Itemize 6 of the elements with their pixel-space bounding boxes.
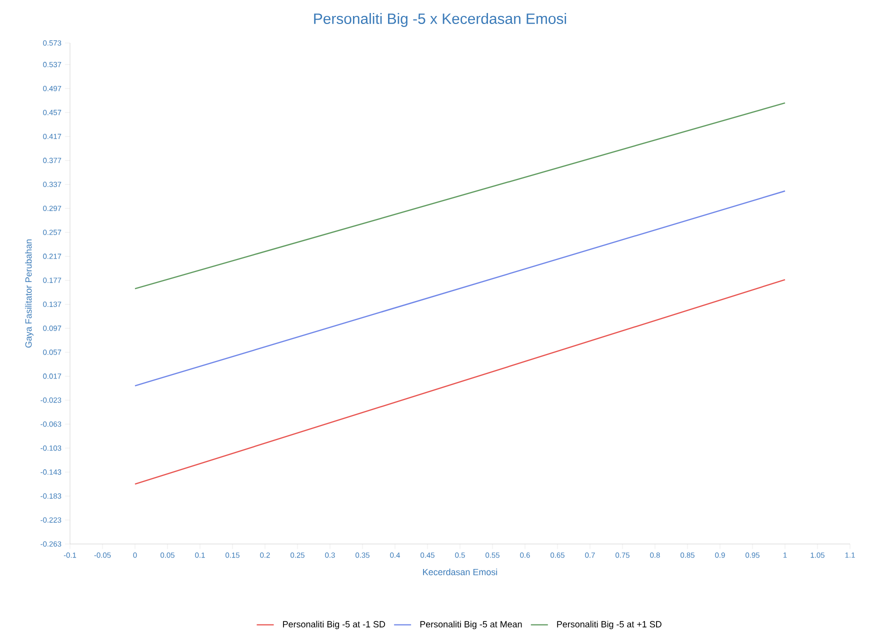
legend-label: Personaliti Big -5 at -1 SD [283,620,386,630]
legend-label: Personaliti Big -5 at Mean [420,620,522,630]
chart-title: Personaliti Big -5 x Kecerdasan Emosi [314,13,566,27]
legend-label: Personaliti Big -5 at +1 SD [557,620,662,630]
x-axis-title: Kecerdasan Emosi [423,568,498,576]
y-axis-title: Gaya Fasilitator Perubahan [25,240,34,348]
